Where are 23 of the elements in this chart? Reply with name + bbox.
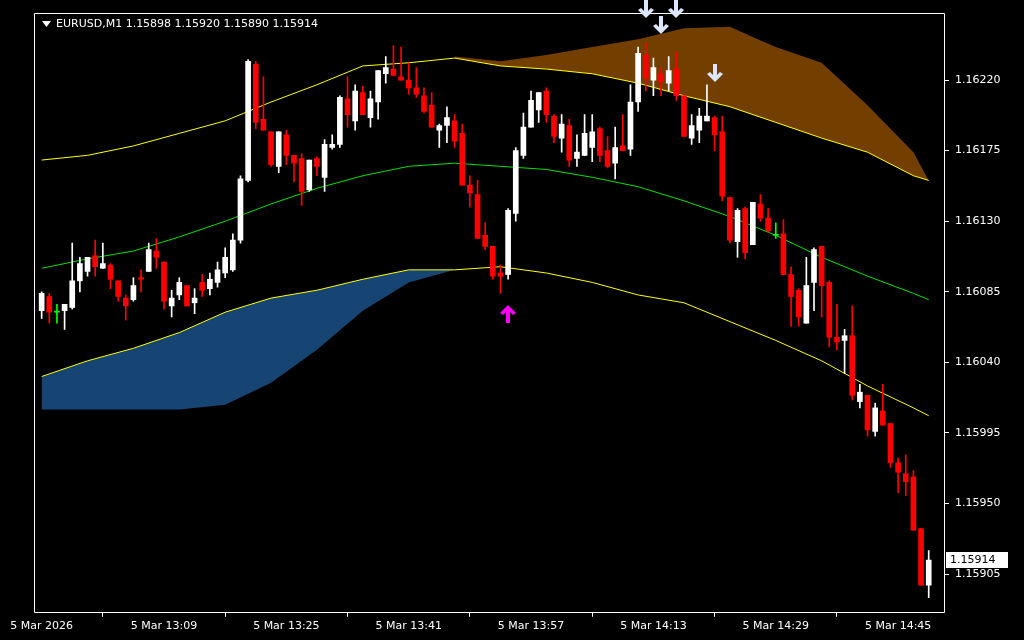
candlestick: [138, 269, 144, 293]
x-tick-label: 5 Mar 14:29: [742, 619, 809, 633]
x-tick-label: 5 Mar 14:45: [864, 619, 932, 633]
text: 1.15914: [950, 552, 996, 566]
y-tick-label: 1.16175: [955, 143, 1001, 157]
x-tick-label: 5 Mar 13:09: [130, 619, 198, 633]
y-tick-label: 1.16130: [955, 214, 1001, 228]
chart-title: EURUSD,M1 1.15898 1.15920 1.15890 1.15914: [56, 17, 319, 30]
candlestick: [184, 285, 190, 307]
x-tick-label: 5 Mar 13:57: [497, 619, 565, 633]
y-tick-label: 1.15950: [955, 496, 1001, 510]
candlestick: [681, 95, 687, 137]
x-tick-label: 5 Mar 13:25: [253, 619, 320, 633]
y-tick-label: 1.15995: [955, 425, 1001, 439]
candlestick: [918, 528, 924, 586]
x-tick-label: 5 Mar 13:41: [375, 619, 442, 633]
y-tick-label: 1.16085: [955, 284, 1001, 298]
candlestick: [749, 202, 756, 246]
y-tick-label: 1.16040: [955, 355, 1001, 369]
x-tick-label: 5 Mar 14:13: [620, 619, 687, 633]
y-tick-label: 1.16220: [955, 72, 1001, 86]
x-tick-label: 5 Mar 2026: [10, 619, 74, 633]
y-tick-label: 1.15905: [955, 567, 1001, 581]
